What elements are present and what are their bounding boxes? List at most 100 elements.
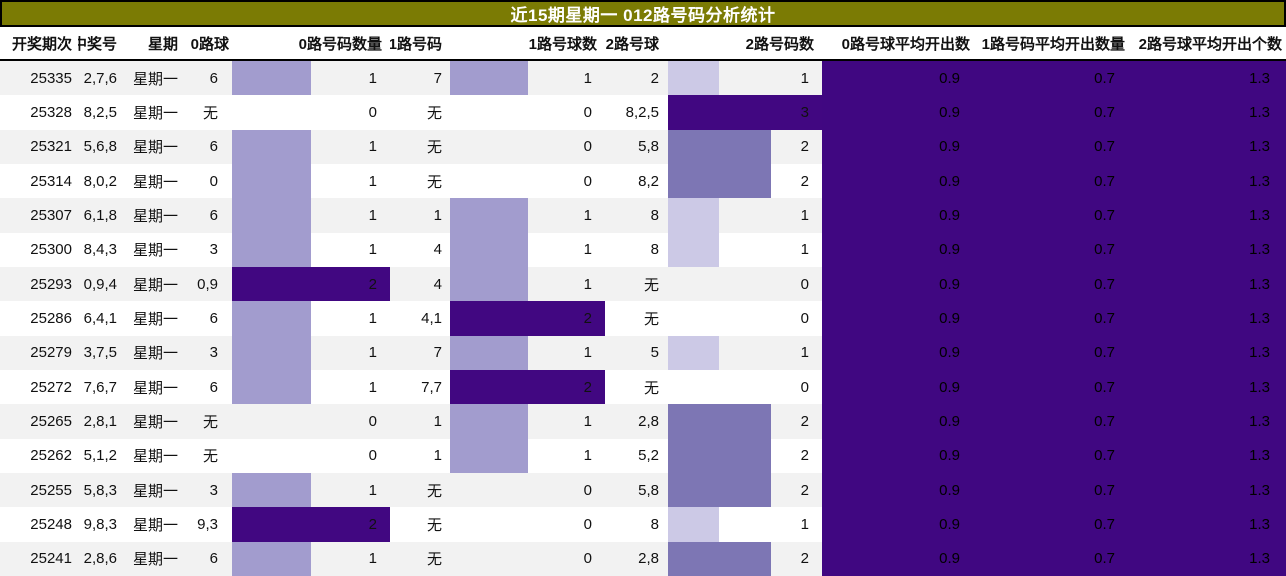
cell-avg0: 0.9	[822, 507, 972, 542]
cell-value: 2	[583, 378, 592, 396]
data-bar	[232, 266, 390, 302]
cell-win: 7,6,7	[83, 378, 117, 396]
cell-avg0: 0.9	[822, 266, 972, 302]
cell-win: 6,4,1	[83, 309, 117, 327]
cell-r0_ball: 0	[209, 172, 218, 190]
cell-r0_count: 0	[232, 404, 390, 438]
cell-week: 星期一	[132, 482, 178, 500]
data-bar	[668, 95, 822, 130]
cell-r2_count: 1	[668, 232, 822, 267]
cell-avg0: 0.9	[822, 198, 972, 233]
cell-value: 2	[800, 481, 809, 499]
cell-win: 5,8,3	[83, 481, 117, 499]
cell-avg1: 0.7	[972, 129, 1127, 164]
cell-r2_ball: 8,2,5	[625, 103, 659, 121]
cell-r2_count: 0	[668, 301, 822, 335]
cell-period: 25248	[30, 515, 72, 533]
cell-avg1: 0.7	[972, 163, 1127, 199]
cell-week: 星期一	[132, 551, 178, 569]
cell-value: 1	[800, 515, 809, 533]
cell-avg2: 1.3	[1127, 198, 1286, 233]
cell-r2_count: 0	[668, 267, 822, 301]
cell-r0_ball: 6	[209, 309, 218, 327]
cell-value: 2	[583, 309, 592, 327]
col-header-period: 开奖期次	[11, 35, 72, 53]
cell-r0_ball: 3	[209, 241, 218, 259]
data-bar	[232, 335, 311, 370]
cell-period: 25307	[30, 206, 72, 224]
cell-value: 0	[800, 309, 809, 327]
cell-r0_count: 1	[232, 163, 390, 199]
cell-r1_count: 0	[450, 542, 605, 576]
cell-avg0: 0.9	[822, 472, 972, 508]
cell-r0_count: 2	[232, 507, 390, 542]
table-header-row: 开奖期次 中奖号 星期 0路球 0路号码数量 1路号码 1路号球数 2路号球 2…	[0, 27, 1286, 61]
data-bar	[668, 541, 771, 576]
cell-r1_ball: 无	[426, 482, 442, 500]
cell-avg0: 0.9	[822, 129, 972, 164]
data-bar	[668, 129, 771, 164]
cell-avg1: 0.7	[972, 266, 1127, 302]
cell-week: 星期一	[132, 345, 178, 363]
cell-r1_count: 1	[450, 61, 605, 96]
cell-value: 1	[583, 344, 592, 362]
cell-period: 25328	[30, 103, 72, 121]
cell-value: 1	[368, 550, 377, 568]
data-bar	[668, 335, 720, 370]
cell-week: 星期一	[132, 448, 178, 466]
cell-r2_ball: 5,2	[638, 447, 659, 465]
cell-avg2: 1.3	[1127, 404, 1286, 439]
table-row: 25286 6,4,1 星期一 6 1 4,1 2 无 0 0.9 0.7 1.3	[0, 301, 1286, 336]
cell-period: 25300	[30, 241, 72, 259]
cell-r1_count: 0	[450, 507, 605, 541]
table-row: 25293 0,9,4 星期一 0,9 2 4 1 无 0 0.9 0.7 1.3	[0, 266, 1286, 302]
data-bar	[668, 438, 771, 473]
cell-r0_ball: 6	[209, 206, 218, 224]
cell-r1_count: 0	[450, 130, 605, 164]
data-bar	[232, 541, 311, 576]
cell-r0_count: 1	[232, 472, 390, 508]
cell-period: 25286	[30, 309, 72, 327]
cell-avg0: 0.9	[822, 61, 972, 96]
data-bar	[450, 404, 528, 439]
cell-value: 1	[368, 241, 377, 259]
col-header-0-road-count: 0路号码数量	[298, 35, 382, 53]
cell-period: 25241	[30, 550, 72, 568]
cell-win: 5,6,8	[83, 138, 117, 156]
cell-r2_ball: 5	[650, 344, 659, 362]
cell-r1_count: 1	[450, 404, 605, 439]
data-bar	[668, 61, 720, 96]
cell-week: 星期一	[132, 207, 178, 225]
cell-r1_ball: 无	[426, 104, 442, 122]
cell-value: 0	[583, 172, 592, 190]
cell-avg2: 1.3	[1127, 507, 1286, 542]
cell-r2_ball: 2	[650, 69, 659, 87]
cell-win: 6,1,8	[83, 206, 117, 224]
col-header-win-number: 中奖号	[78, 35, 117, 53]
cell-r2_ball: 无	[643, 379, 659, 397]
cell-value: 1	[800, 241, 809, 259]
cell-r1_count: 1	[450, 266, 605, 302]
cell-avg1: 0.7	[972, 404, 1127, 439]
table-row: 25335 2,7,6 星期一 6 1 7 1 2 1 0.9 0.7 1.3	[0, 61, 1286, 96]
cell-avg0: 0.9	[822, 95, 972, 130]
cell-week: 星期一	[132, 379, 178, 397]
cell-value: 0	[583, 515, 592, 533]
cell-avg0: 0.9	[822, 335, 972, 370]
page-title: 近15期星期一 012路号码分析统计	[0, 0, 1286, 27]
cell-week: 星期一	[132, 310, 178, 328]
table-row: 25321 5,6,8 星期一 6 1 无 0 5,8 2 0.9 0.7 1.3	[0, 129, 1286, 164]
cell-r0_count: 1	[232, 61, 390, 96]
cell-period: 25321	[30, 138, 72, 156]
cell-r1_ball: 1	[433, 412, 442, 430]
cell-avg0: 0.9	[822, 232, 972, 267]
cell-r0_count: 1	[232, 335, 390, 370]
col-header-1-road-number: 1路号码	[390, 35, 442, 53]
cell-r1_ball: 7	[433, 69, 442, 87]
cell-avg1: 0.7	[972, 507, 1127, 542]
cell-win: 8,4,3	[83, 241, 117, 259]
cell-avg1: 0.7	[972, 232, 1127, 267]
cell-period: 25272	[30, 378, 72, 396]
cell-period: 25314	[30, 172, 72, 190]
